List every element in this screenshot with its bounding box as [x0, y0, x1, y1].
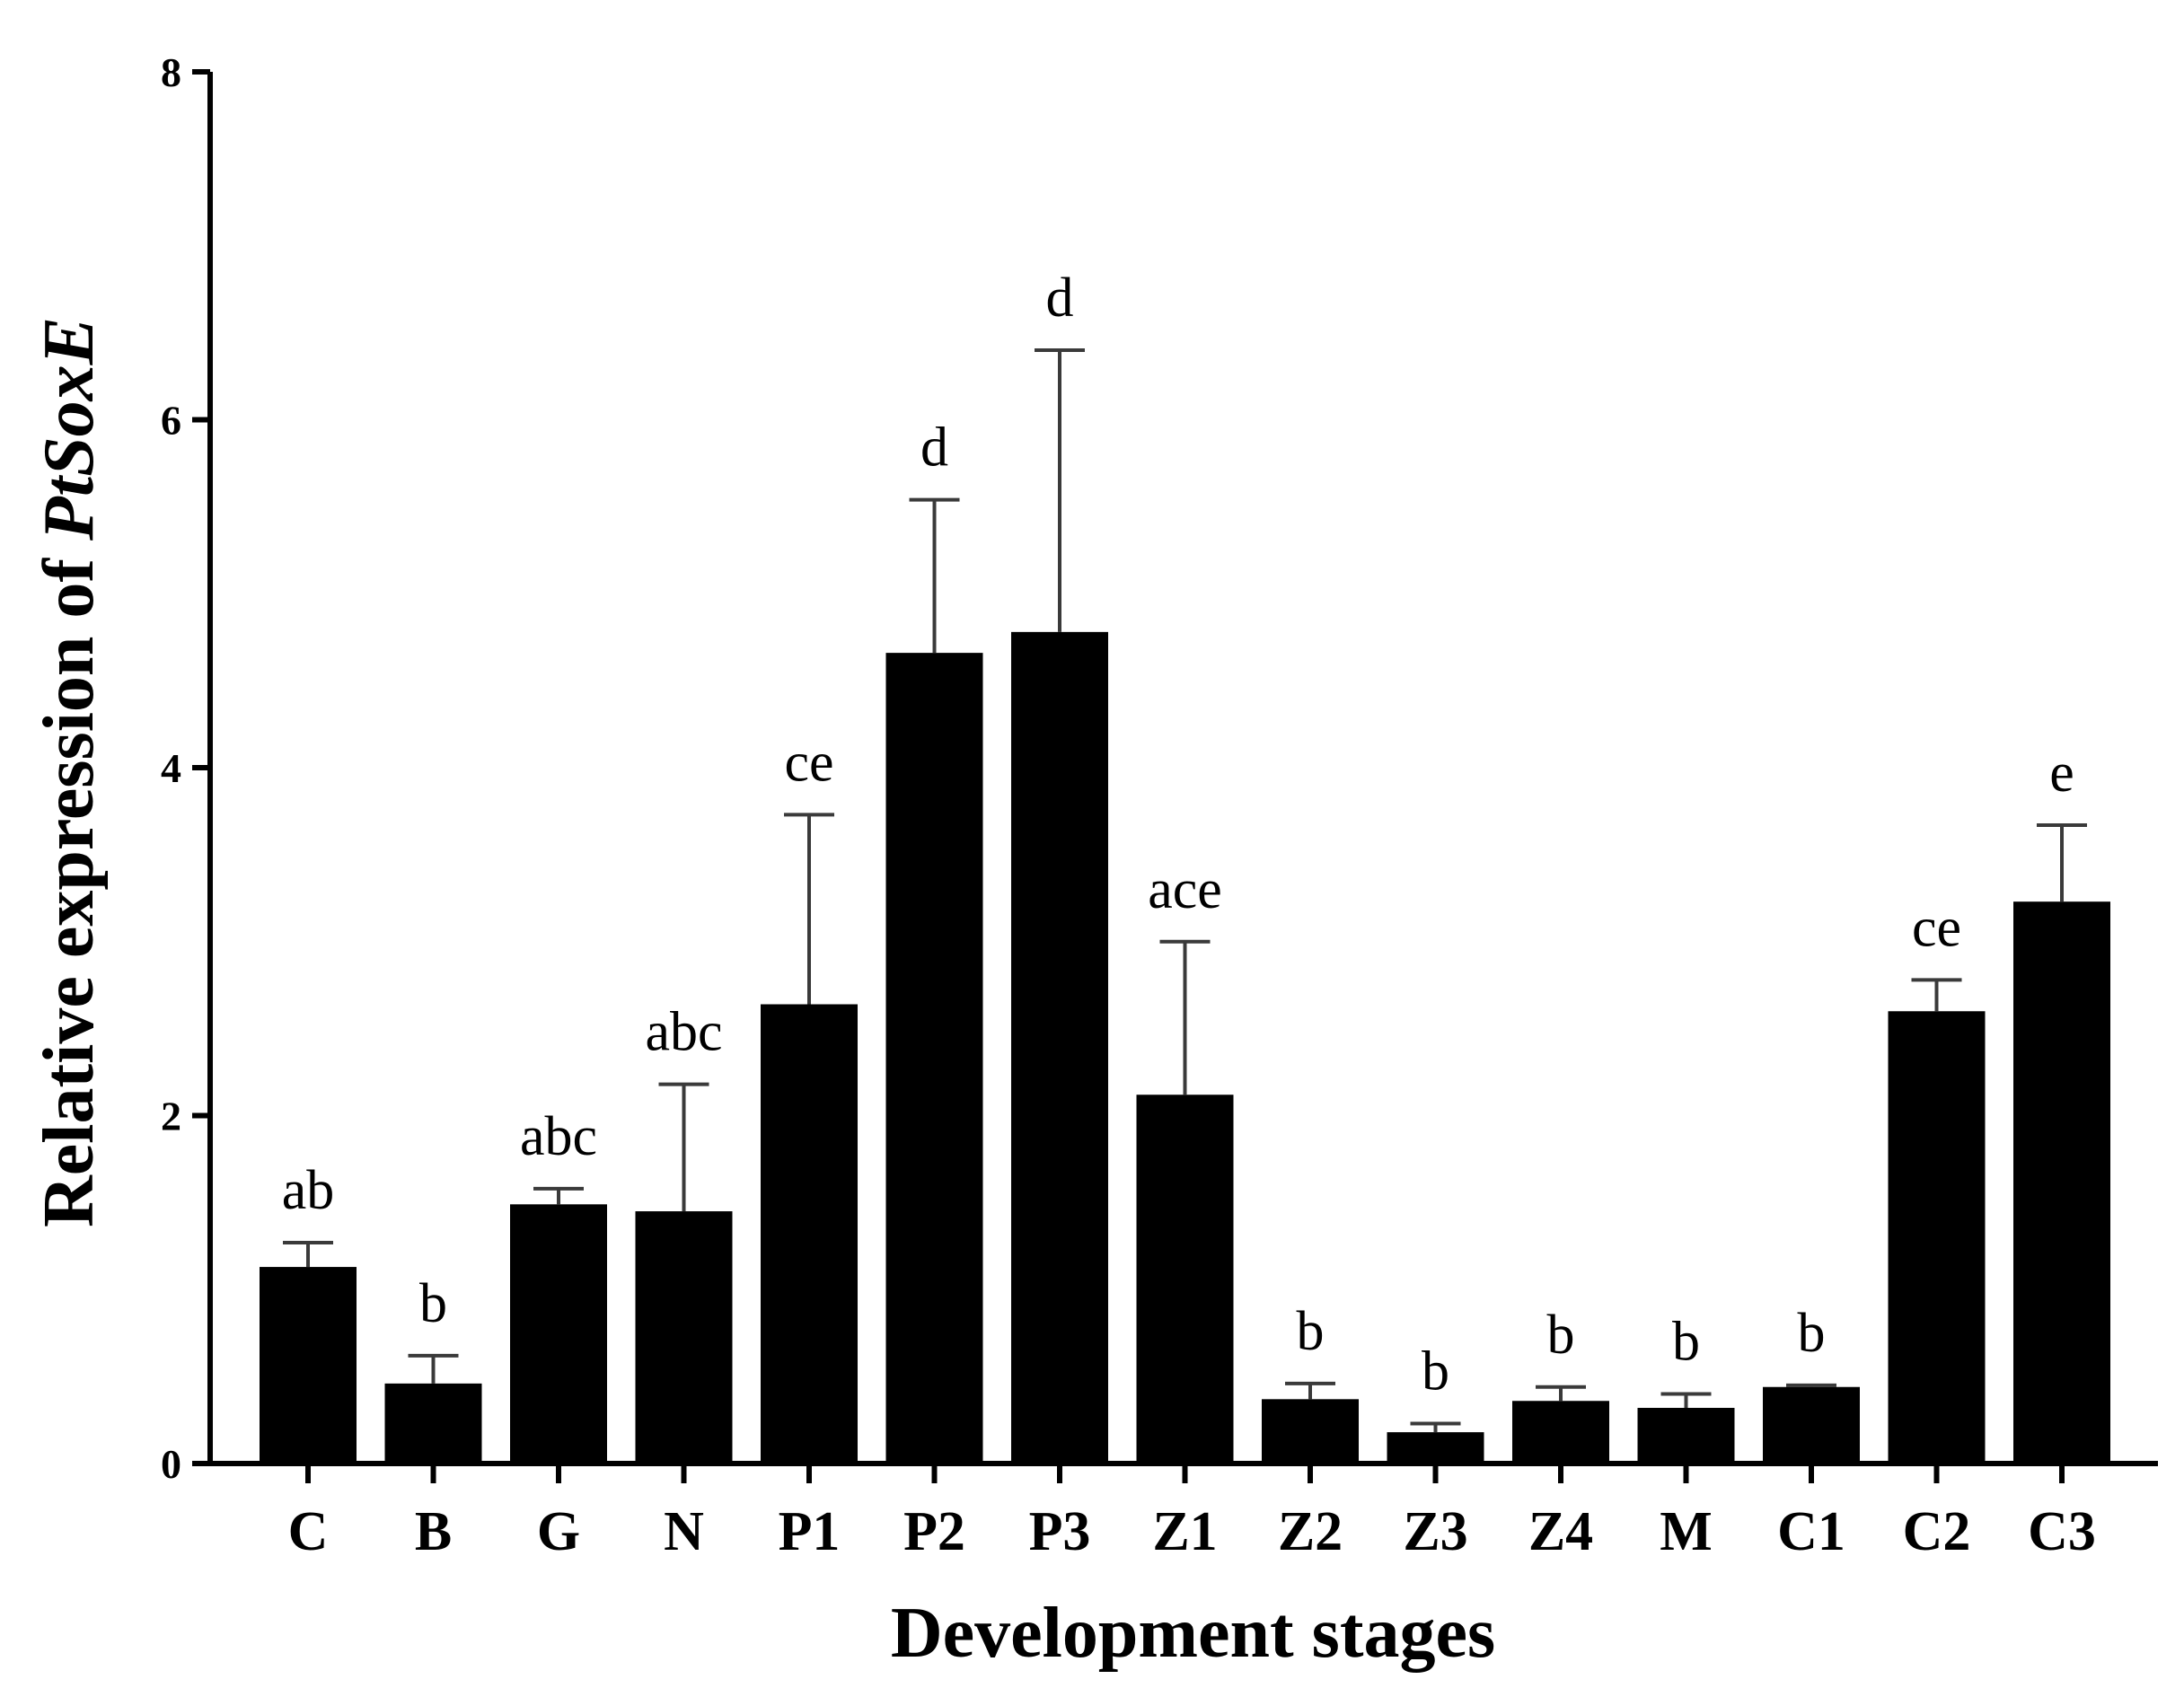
x-axis-title: Development stages — [891, 1594, 1495, 1673]
x-tick-label: M — [1660, 1501, 1713, 1562]
x-tick-label: C — [288, 1501, 329, 1562]
bar — [885, 653, 983, 1464]
significance-label: b — [1547, 1305, 1575, 1366]
y-axis-title-prefix: Relative expression of — [30, 541, 109, 1227]
y-axis-title: Relative expression of PtSoxE — [30, 317, 109, 1227]
significance-label: b — [1297, 1301, 1325, 1362]
significance-label: ab — [282, 1160, 335, 1221]
significance-label: d — [1046, 268, 1074, 329]
x-tick-label: C1 — [1777, 1501, 1845, 1562]
significance-label: b — [1422, 1341, 1449, 1402]
x-ticks-group: C B G N P1 P2 P3 Z1 Z2 Z3 Z4 M C1 C2 C3 — [288, 1464, 2096, 1562]
x-tick-label: N — [664, 1501, 704, 1562]
bar — [2013, 901, 2110, 1464]
significance-label: abc — [520, 1106, 597, 1167]
y-tick-label: 8 — [161, 49, 181, 95]
bar — [1262, 1399, 1359, 1464]
bar — [1011, 631, 1108, 1464]
x-tick-label: P3 — [1029, 1501, 1091, 1562]
significance-label: d — [920, 418, 948, 479]
x-tick-label: G — [537, 1501, 580, 1562]
significance-label: ace — [1148, 859, 1222, 920]
significance-label: ce — [784, 732, 833, 793]
significance-label: e — [2049, 743, 2074, 804]
x-tick-label: B — [415, 1501, 452, 1562]
bar — [260, 1267, 357, 1464]
bars-group — [260, 631, 2110, 1464]
bar — [384, 1383, 482, 1464]
significance-label: b — [419, 1273, 447, 1334]
bar — [1387, 1432, 1484, 1464]
x-tick-label: Z1 — [1152, 1501, 1217, 1562]
bar — [1888, 1011, 1986, 1464]
x-tick-label: P2 — [903, 1501, 965, 1562]
x-tick-label: Z2 — [1278, 1501, 1343, 1562]
x-tick-label: Z4 — [1528, 1501, 1593, 1562]
significance-label: abc — [645, 1002, 722, 1063]
bar — [1136, 1095, 1234, 1464]
significance-label: b — [1798, 1303, 1826, 1364]
bar — [761, 1004, 858, 1464]
y-axis-title-gene: PtSoxE — [30, 317, 109, 541]
bar — [635, 1211, 733, 1464]
significance-label: ce — [1912, 897, 1961, 958]
x-tick-label: Z3 — [1403, 1501, 1467, 1562]
x-tick-label: C2 — [1903, 1501, 1971, 1562]
bar — [1637, 1408, 1735, 1464]
y-tick-label: 4 — [161, 745, 181, 791]
significance-label: b — [1672, 1312, 1700, 1373]
y-tick-label: 0 — [161, 1441, 181, 1487]
y-tick-label: 2 — [161, 1094, 181, 1139]
y-tick-label: 6 — [161, 398, 181, 444]
bar — [1763, 1386, 1860, 1464]
bar — [510, 1204, 607, 1464]
y-ticks-group: 0 2 4 6 8 — [161, 49, 210, 1487]
x-tick-label: P1 — [779, 1501, 841, 1562]
bar — [1512, 1401, 1609, 1464]
x-tick-label: C3 — [2028, 1501, 2096, 1562]
error-bars-group — [283, 348, 2087, 1433]
